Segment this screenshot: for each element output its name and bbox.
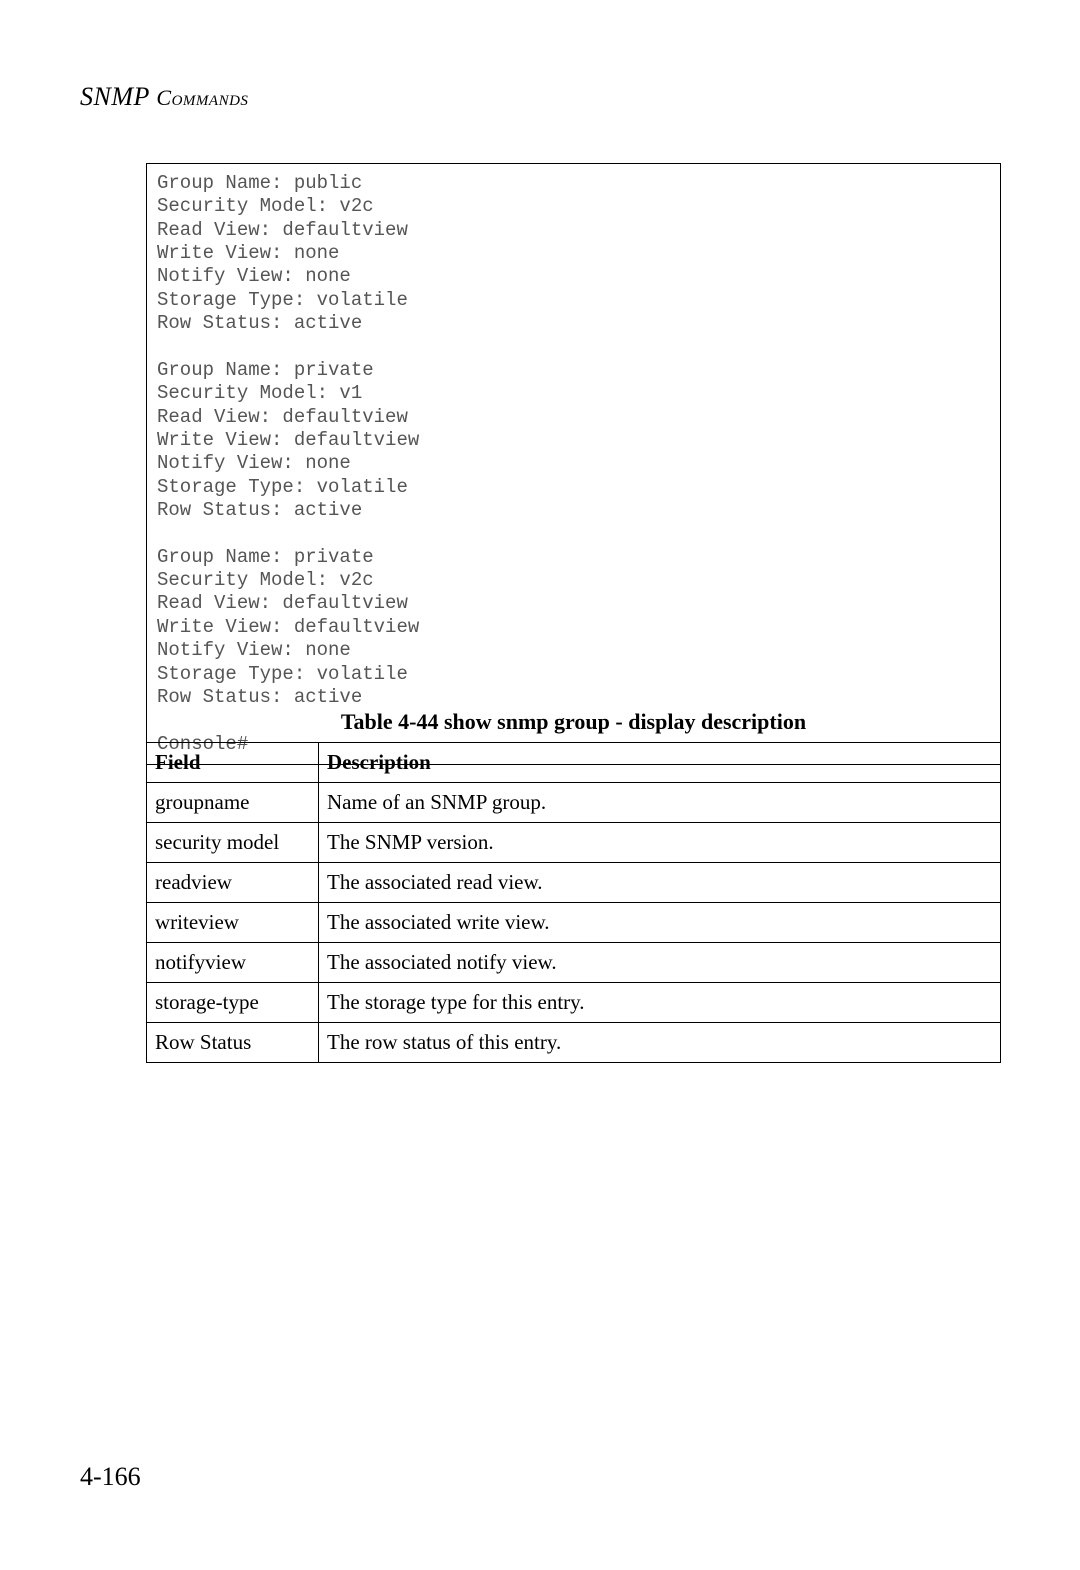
table-cell-description: The associated notify view. [319,943,1001,983]
table-cell-field: notifyview [147,943,319,983]
table-cell-description: The associated write view. [319,903,1001,943]
console-output-box: Group Name: public Security Model: v2c R… [146,163,1001,765]
description-table: Field Description groupname Name of an S… [146,742,1001,1063]
table-cell-field: readview [147,863,319,903]
table-header-field: Field [147,743,319,783]
table-row: security model The SNMP version. [147,823,1001,863]
page-header: SNMP Commands [80,82,248,112]
table-caption: Table 4-44 show snmp group - display des… [146,709,1001,735]
table-row: storage-type The storage type for this e… [147,983,1001,1023]
table-cell-field: groupname [147,783,319,823]
table-cell-description: The row status of this entry. [319,1023,1001,1063]
table-row: writeview The associated write view. [147,903,1001,943]
table-cell-field: Row Status [147,1023,319,1063]
header-sub: Commands [156,85,248,110]
table-row: readview The associated read view. [147,863,1001,903]
console-text: Group Name: public Security Model: v2c R… [157,172,990,756]
table-row: notifyview The associated notify view. [147,943,1001,983]
table-cell-description: The associated read view. [319,863,1001,903]
table-cell-description: Name of an SNMP group. [319,783,1001,823]
table-row: groupname Name of an SNMP group. [147,783,1001,823]
table-cell-field: storage-type [147,983,319,1023]
table-cell-description: The SNMP version. [319,823,1001,863]
page-number: 4-166 [80,1462,141,1492]
table-cell-field: security model [147,823,319,863]
table-header-description: Description [319,743,1001,783]
table-header-row: Field Description [147,743,1001,783]
table-cell-field: writeview [147,903,319,943]
table-row: Row Status The row status of this entry. [147,1023,1001,1063]
header-main: SNMP [80,82,156,111]
table-cell-description: The storage type for this entry. [319,983,1001,1023]
